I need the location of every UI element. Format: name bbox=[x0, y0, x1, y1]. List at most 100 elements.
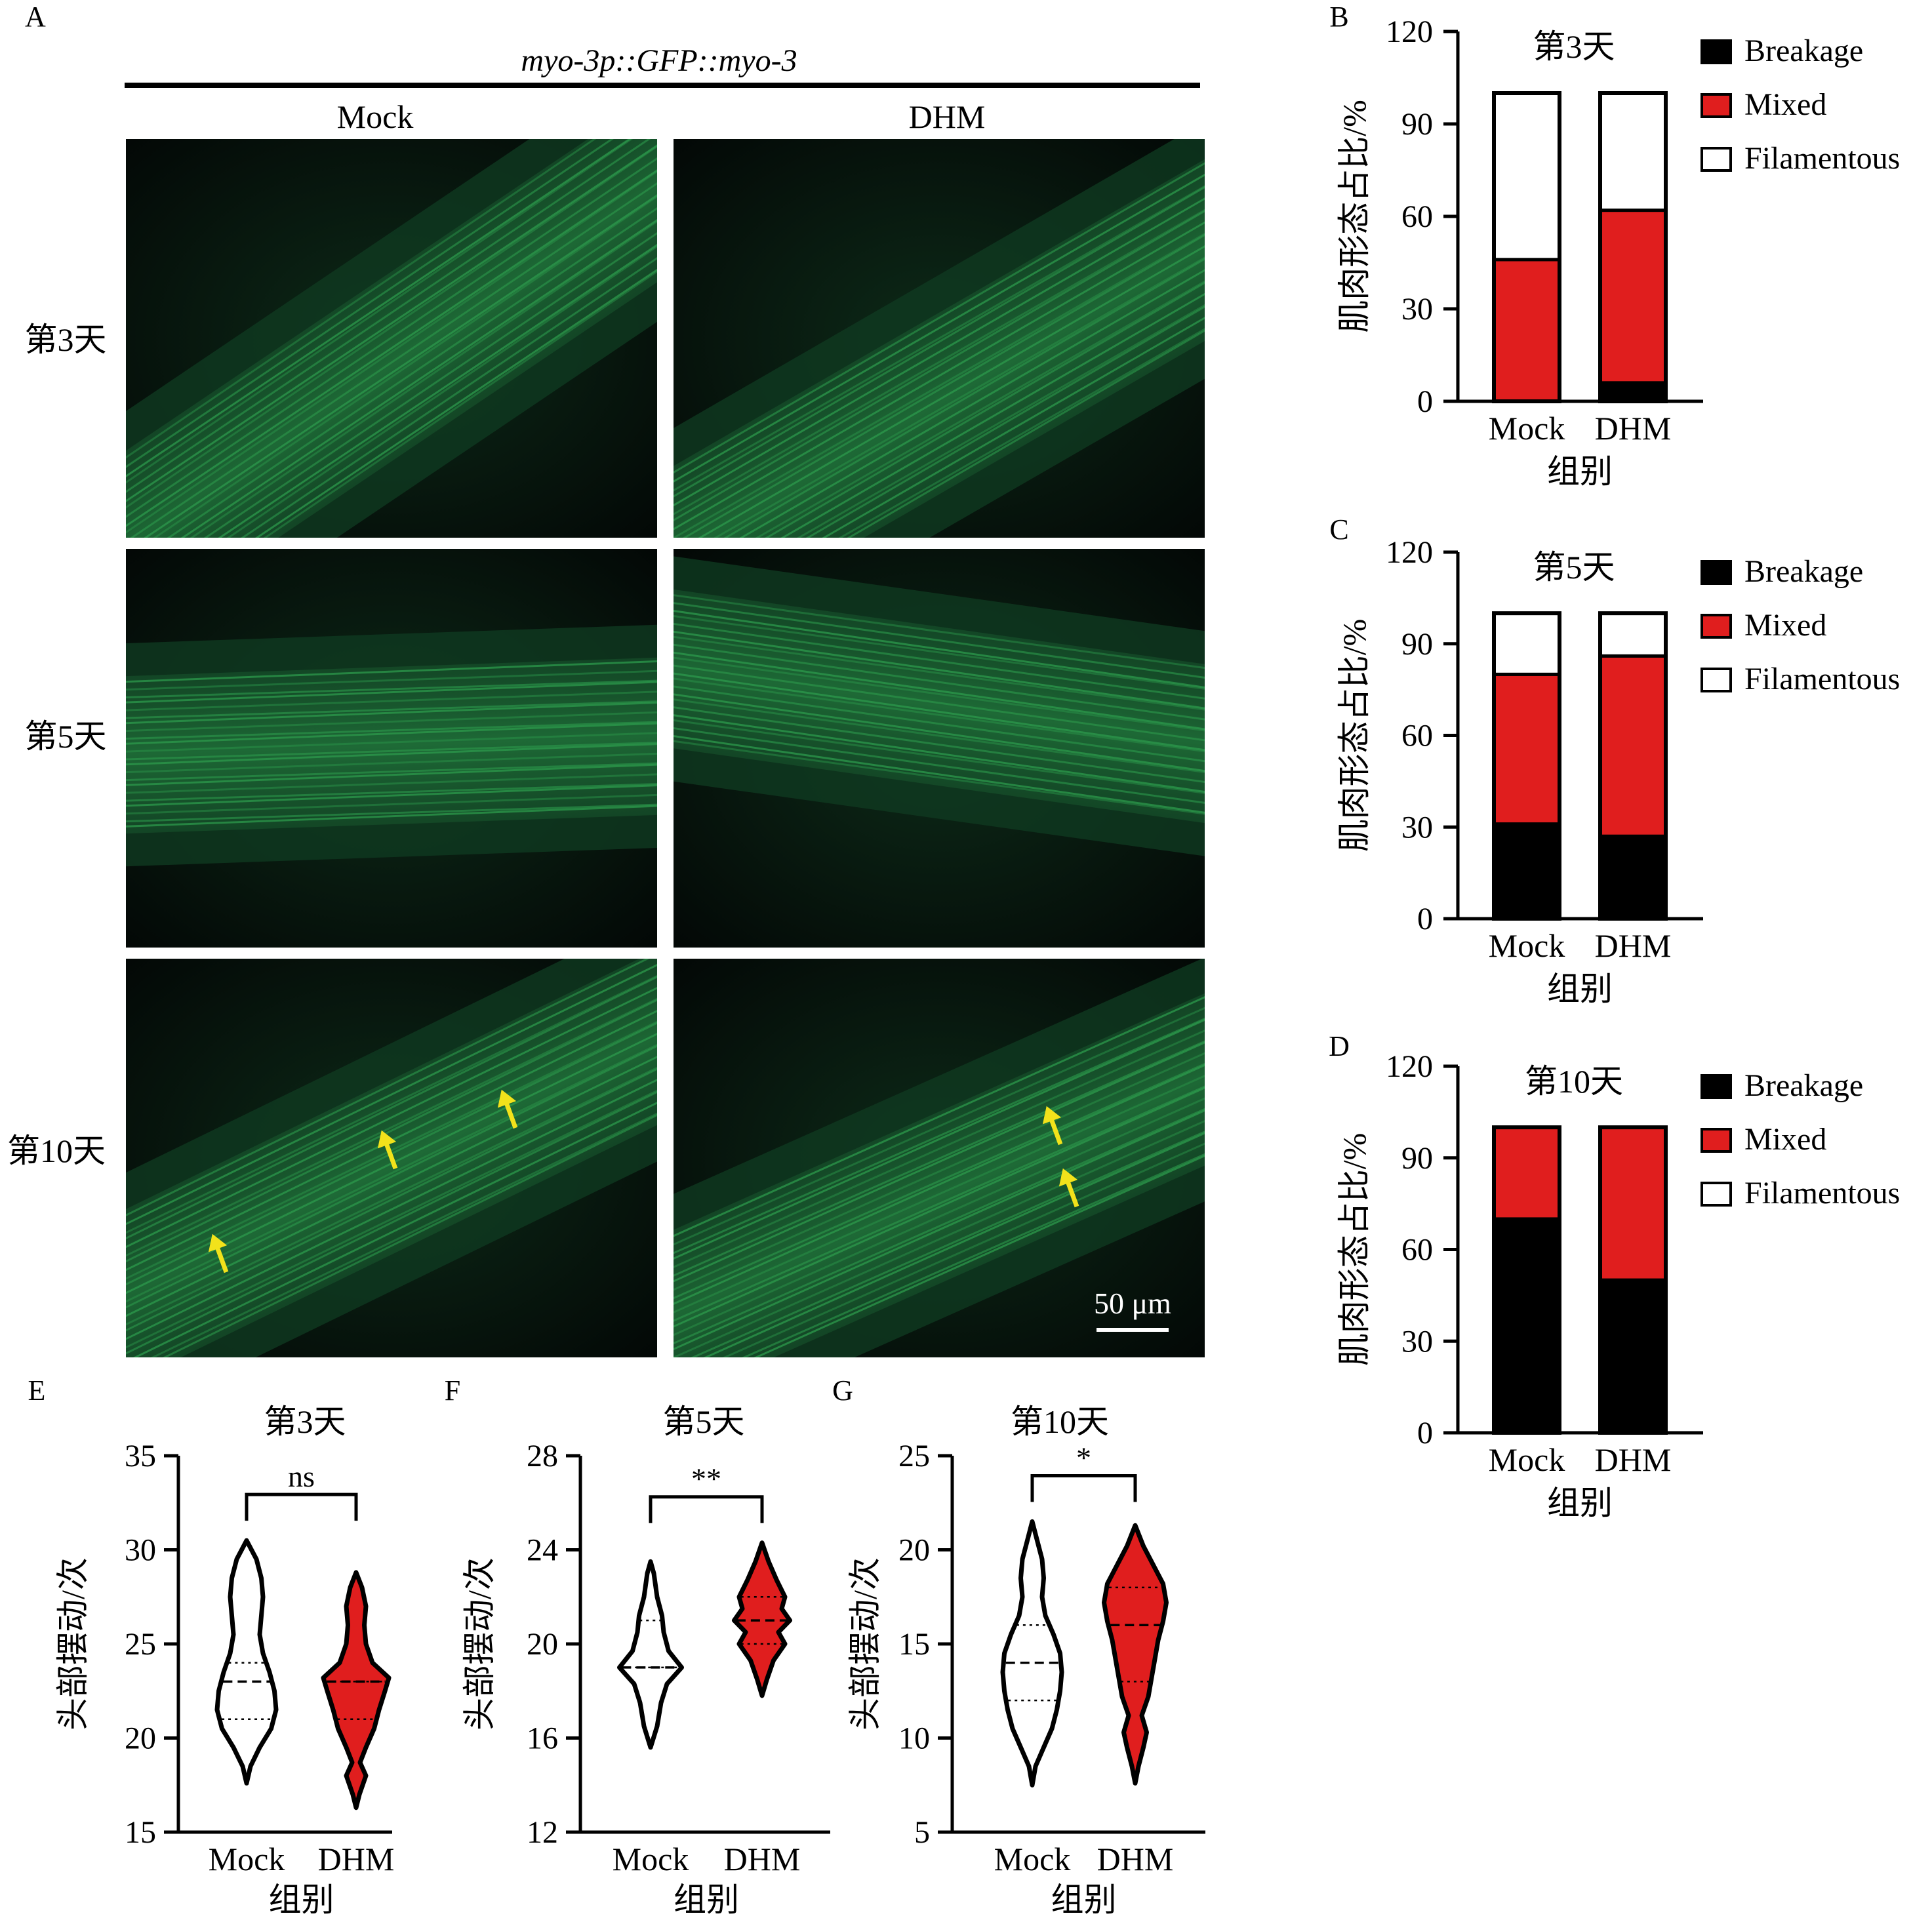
significance-bracket bbox=[1030, 1473, 1137, 1502]
arrow-mock-2 bbox=[377, 1130, 398, 1170]
legend-label-mixed: Mixed bbox=[1744, 87, 1826, 122]
bar-dhm-mixed bbox=[1598, 1125, 1668, 1282]
y-tick-label: 25 bbox=[898, 1439, 930, 1473]
legend-label-breakage: Breakage bbox=[1744, 1068, 1863, 1103]
micrograph-mock-day5 bbox=[126, 549, 657, 948]
row-label-day5: 第5天 bbox=[25, 718, 107, 755]
y-tick-label: 5 bbox=[914, 1815, 930, 1850]
x-tick-label-dhm: DHM bbox=[1595, 1441, 1672, 1478]
panel-letter-e: E bbox=[28, 1374, 46, 1407]
panel-letter-f: F bbox=[445, 1374, 460, 1407]
row-label-day10: 第10天 bbox=[7, 1132, 106, 1169]
micrograph-mock-day3 bbox=[126, 139, 657, 538]
significance-bracket bbox=[245, 1492, 358, 1521]
stacked-chart-c: C 0 30 60 90 120 Mock DHM 组别 肌肉形态占比/% 第5天 Breakage M… bbox=[1329, 513, 1900, 1007]
legend-swatch-filamentous bbox=[1701, 1182, 1732, 1207]
scale-bar: 50 μm bbox=[1094, 1287, 1171, 1332]
bar-outline-mock bbox=[1492, 1125, 1561, 1435]
stacked-chart-d: D 0 30 60 90 120 Mock DHM 组别 肌肉形态占比/% 第10天 Breakage… bbox=[1329, 1030, 1900, 1521]
legend-swatch-mixed bbox=[1701, 614, 1732, 639]
violin-mock bbox=[617, 1559, 684, 1750]
y-tick-label: 30 bbox=[1401, 1324, 1433, 1359]
bar-mock-mixed bbox=[1492, 1125, 1561, 1221]
micro-title: myo-3p::GFP::myo-3 bbox=[521, 43, 797, 78]
y-tick-label: 28 bbox=[527, 1439, 558, 1473]
bar-mock-breakage bbox=[1492, 1217, 1561, 1435]
violin-mock bbox=[214, 1538, 279, 1786]
bar-outline-mock bbox=[1492, 611, 1561, 921]
y-tick-label: 60 bbox=[1401, 719, 1433, 753]
legend-swatch-breakage bbox=[1701, 39, 1732, 64]
y-tick-label: 16 bbox=[527, 1721, 558, 1756]
violin-chart-f: F 第5天 12 16 20 24 28 Mock DHM 组别 头部摆动/次 ** bbox=[445, 1374, 830, 1918]
panel-letter-g: G bbox=[832, 1374, 853, 1407]
y-tick-label: 12 bbox=[527, 1815, 558, 1850]
y-tick-label: 60 bbox=[1401, 199, 1433, 234]
y-tick-label: 15 bbox=[125, 1815, 156, 1850]
y-tick-label: 90 bbox=[1401, 627, 1433, 662]
chart-title: 第10天 bbox=[1011, 1403, 1109, 1440]
significance-label: ns bbox=[288, 1460, 315, 1493]
y-tick-label: 15 bbox=[898, 1627, 930, 1662]
legend-swatch-breakage bbox=[1701, 560, 1732, 585]
violin-chart-e: E 第3天 15 20 25 30 35 Mock DHM 组别 头部摆动/次 ns bbox=[28, 1374, 395, 1918]
bar-mock-filamentous bbox=[1492, 91, 1561, 262]
x-tick-label-mock: Mock bbox=[1489, 927, 1565, 964]
bar-mock-filamentous bbox=[1492, 611, 1561, 676]
bar-dhm-breakage bbox=[1598, 1278, 1668, 1435]
bar-outline-dhm bbox=[1598, 1125, 1668, 1435]
violin-mock bbox=[1000, 1519, 1064, 1788]
bar-mock-mixed bbox=[1492, 258, 1561, 403]
bar-dhm-breakage bbox=[1598, 381, 1668, 403]
bar-dhm-mixed bbox=[1598, 654, 1668, 838]
bar-outline-dhm bbox=[1598, 611, 1668, 921]
y-tick-label: 0 bbox=[1417, 1416, 1433, 1450]
scale-bar-line bbox=[1097, 1328, 1169, 1332]
y-tick-label: 120 bbox=[1386, 535, 1433, 570]
title-rule bbox=[125, 83, 1200, 88]
x-axis-title: 组别 bbox=[1547, 970, 1613, 1007]
chart-title: 第5天 bbox=[1533, 549, 1615, 586]
chart-title: 第3天 bbox=[264, 1403, 346, 1440]
x-tick-label-dhm: DHM bbox=[724, 1841, 801, 1877]
y-axis-title: 肌肉形态占比/% bbox=[1336, 1133, 1373, 1367]
y-tick-label: 0 bbox=[1417, 384, 1433, 419]
y-tick-label: 20 bbox=[527, 1627, 558, 1662]
micrograph-dhm-day10 bbox=[674, 959, 1205, 1357]
y-axis-title: 肌肉形态占比/% bbox=[1336, 619, 1373, 852]
bar-dhm-filamentous bbox=[1598, 91, 1668, 212]
y-axis-title: 头部摆动/次 bbox=[54, 1557, 91, 1730]
micrograph-dhm-day3 bbox=[674, 139, 1205, 538]
column-label-dhm: DHM bbox=[909, 98, 986, 135]
y-tick-label: 25 bbox=[125, 1627, 156, 1662]
y-axis-title: 头部摆动/次 bbox=[461, 1557, 498, 1730]
x-axis-title: 组别 bbox=[674, 1881, 739, 1918]
x-axis-title: 组别 bbox=[1547, 1485, 1613, 1521]
legend-label-filamentous: Filamentous bbox=[1744, 141, 1900, 176]
panel-letter-a: A bbox=[25, 1, 46, 33]
y-tick-label: 90 bbox=[1401, 107, 1433, 142]
legend-label-mixed: Mixed bbox=[1744, 608, 1826, 643]
x-axis-title: 组别 bbox=[1051, 1881, 1117, 1918]
x-tick-label-mock: Mock bbox=[1489, 1441, 1565, 1478]
x-tick-label-mock: Mock bbox=[209, 1841, 285, 1877]
arrow-mock-3 bbox=[497, 1089, 518, 1129]
significance-bracket bbox=[649, 1495, 764, 1523]
y-tick-label: 30 bbox=[1401, 292, 1433, 327]
y-tick-label: 20 bbox=[125, 1721, 156, 1756]
bar-outline-mock bbox=[1492, 91, 1561, 403]
scale-bar-label: 50 μm bbox=[1094, 1287, 1171, 1320]
bar-mock-breakage bbox=[1492, 822, 1561, 921]
violin-chart-g: G 第10天 5 10 15 20 25 Mock DHM 组别 头部摆动/次 * bbox=[832, 1374, 1205, 1918]
panel-letter-c: C bbox=[1329, 513, 1348, 546]
row-label-day3: 第3天 bbox=[25, 321, 107, 358]
x-tick-label-mock: Mock bbox=[613, 1841, 689, 1877]
bar-mock-mixed bbox=[1492, 672, 1561, 826]
y-tick-label: 35 bbox=[125, 1439, 156, 1473]
bar-dhm-filamentous bbox=[1598, 611, 1668, 658]
violin-dhm bbox=[1102, 1523, 1169, 1786]
legend-swatch-breakage bbox=[1701, 1074, 1732, 1099]
violin-dhm bbox=[732, 1540, 792, 1698]
arrow-mock-1 bbox=[208, 1233, 229, 1273]
